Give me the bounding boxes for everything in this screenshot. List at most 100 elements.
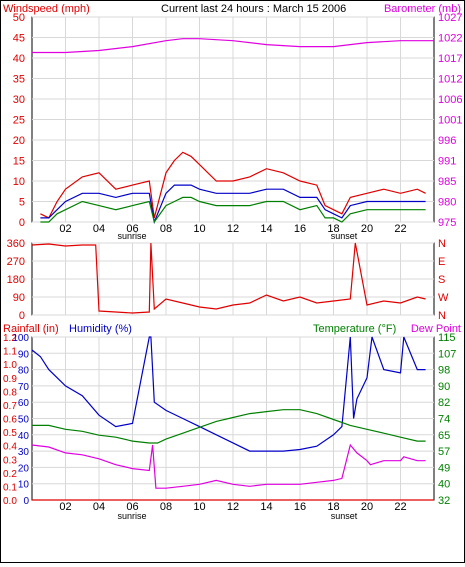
barometer-y-tick-label: 1001 [438, 115, 462, 127]
temperature-y-tick-label: 49 [438, 462, 450, 474]
temperature-y-tick-label: 74 [438, 414, 450, 426]
humidity-y-tick-label: 100 [12, 333, 29, 344]
temperature-y-tick-label: 82 [438, 397, 450, 409]
wind-y-tick-label: 25 [13, 115, 25, 127]
direction-y-tick-label: 180 [7, 274, 25, 286]
rainfall-y-tick-label: 0.1 [3, 482, 17, 493]
wind-x-tick-label: 16 [294, 223, 306, 235]
series-gust [40, 151, 426, 219]
wind-y-tick-label: 30 [13, 94, 25, 106]
humidity-x-tick-label: 16 [294, 501, 306, 513]
wind-x-tick-label: 22 [394, 223, 406, 235]
wind-left-ticks: 0 5 10 15 20 25 30 35 40 45 50 [13, 12, 25, 229]
sunset-label-bottom: sunset [331, 511, 358, 521]
direction-y-tick-label: 90 [13, 292, 25, 304]
wind-y-tick-label: 10 [13, 176, 25, 188]
direction-compass-label: W [438, 292, 449, 304]
sunrise-label-bottom: sunrise [117, 511, 146, 521]
direction-y-tick-label: 270 [7, 256, 25, 268]
direction-compass-label: E [438, 256, 445, 268]
wind-series [32, 38, 434, 225]
series-average [40, 184, 426, 225]
humidity-y-tick-label: 20 [18, 463, 30, 474]
series-humidity [31, 336, 426, 452]
humidity-ylabel: Humidity (%) [69, 323, 132, 335]
humidity-x-tick-label: 08 [160, 501, 172, 513]
humidity-y-tick-label: 10 [18, 480, 30, 491]
series-wind_direction [31, 242, 426, 314]
barometer-y-tick-label: 996 [438, 135, 456, 147]
rainfall-y-tick-label: 0.8 [3, 387, 17, 398]
sunset-label-top: sunset [331, 231, 358, 241]
barometer-right-ticks: 975 980 985 991 996 1001 1006 1012 1017 1022 1027 [438, 12, 462, 229]
rainfall-y-tick-label: 0.9 [3, 374, 17, 385]
wind-x-ticks: 02 04 06 08 10 12 14 16 18 20 22 [59, 223, 406, 235]
humidity-y-tick-label: 60 [18, 398, 30, 409]
humidity-x-tick-label: 06 [126, 501, 138, 513]
temperature-y-tick-label: 32 [438, 495, 450, 507]
barometer-y-tick-label: 1017 [438, 53, 462, 65]
humidity-y-tick-label: 0 [23, 496, 29, 507]
temperature-y-tick-label: 57 [438, 446, 450, 458]
direction-compass-label: N [438, 310, 446, 322]
humidity-x-tick-label: 18 [327, 501, 339, 513]
wind-y-tick-label: 0 [19, 217, 25, 229]
wind-x-tick-label: 14 [260, 223, 272, 235]
humidity-y-tick-label: 30 [18, 447, 30, 458]
series-dew_point [31, 443, 426, 489]
humidity-x-tick-label: 04 [93, 501, 105, 513]
wind-x-tick-label: 20 [361, 223, 373, 235]
humidity-y-tick-label: 70 [18, 382, 30, 393]
barometer-y-tick-label: 1006 [438, 94, 462, 106]
barometer-y-tick-label: 980 [438, 197, 456, 209]
wind-y-tick-label: 5 [19, 197, 25, 209]
barometer-y-tick-label: 1022 [438, 33, 462, 45]
series-temperature [32, 409, 426, 444]
temperature-y-tick-label: 65 [438, 430, 450, 442]
direction-y-tick-label: 0 [19, 310, 25, 322]
rainfall-ylabel: Rainfall (in) [3, 323, 59, 335]
humidity-y-tick-label: 90 [18, 349, 30, 360]
temperature-y-tick-label: 115 [438, 332, 456, 344]
barometer-y-tick-label: 975 [438, 217, 456, 229]
rainfall-y-tick-label: 1.0 [3, 360, 17, 371]
humidity-x-tick-label: 14 [260, 501, 272, 513]
direction-y-tick-label: 360 [7, 238, 25, 250]
barometer-y-tick-label: 985 [438, 176, 456, 188]
humidity-series [31, 336, 434, 501]
rainfall-y-tick-label: 0.4 [3, 442, 17, 453]
wind-y-tick-label: 45 [13, 33, 25, 45]
wind-x-tick-label: 18 [327, 223, 339, 235]
panel-humidity-temperature: Rainfall (in) Humidity (%) Temperature (… [3, 323, 461, 521]
temperature-y-tick-label: 90 [438, 381, 450, 393]
rainfall-y-tick-label: 0.2 [3, 469, 17, 480]
rainfall-y-tick-label: 0.3 [3, 455, 17, 466]
direction-series [31, 242, 426, 314]
humidity-y-tick-label: 40 [18, 431, 30, 442]
wind-ylabel: Windspeed (mph) [3, 3, 90, 15]
temperature-y-tick-label: 107 [438, 348, 456, 360]
wind-x-tick-label: 02 [59, 223, 71, 235]
direction-left-ticks: 0 90 180 270 360 [7, 238, 25, 322]
sunrise-label-top: sunrise [117, 231, 146, 241]
wind-x-tick-label: 08 [160, 223, 172, 235]
temperature-right-ticks: 32 40 49 57 65 74 82 90 98 107 115 [438, 332, 456, 507]
rainfall-y-tick-label: 0.6 [3, 415, 17, 426]
humidity-grid [32, 336, 434, 501]
barometer-ylabel: Barometer (mb) [384, 3, 461, 15]
chart-title: Current last 24 hours : March 15 2006 [161, 3, 346, 15]
temperature-y-tick-label: 98 [438, 365, 450, 377]
temperature-ylabel: Temperature (°F) [313, 323, 396, 335]
temperature-y-tick-label: 40 [438, 479, 450, 491]
rainfall-y-tick-label: 0.0 [3, 496, 17, 507]
wind-x-tick-label: 06 [126, 223, 138, 235]
wind-y-tick-label: 15 [13, 156, 25, 168]
humidity-y-tick-label: 80 [18, 366, 30, 377]
wind-y-tick-label: 35 [13, 74, 25, 86]
barometer-y-tick-label: 1027 [438, 12, 462, 24]
humidity-x-tick-label: 12 [227, 501, 239, 513]
wind-x-tick-label: 10 [193, 223, 205, 235]
